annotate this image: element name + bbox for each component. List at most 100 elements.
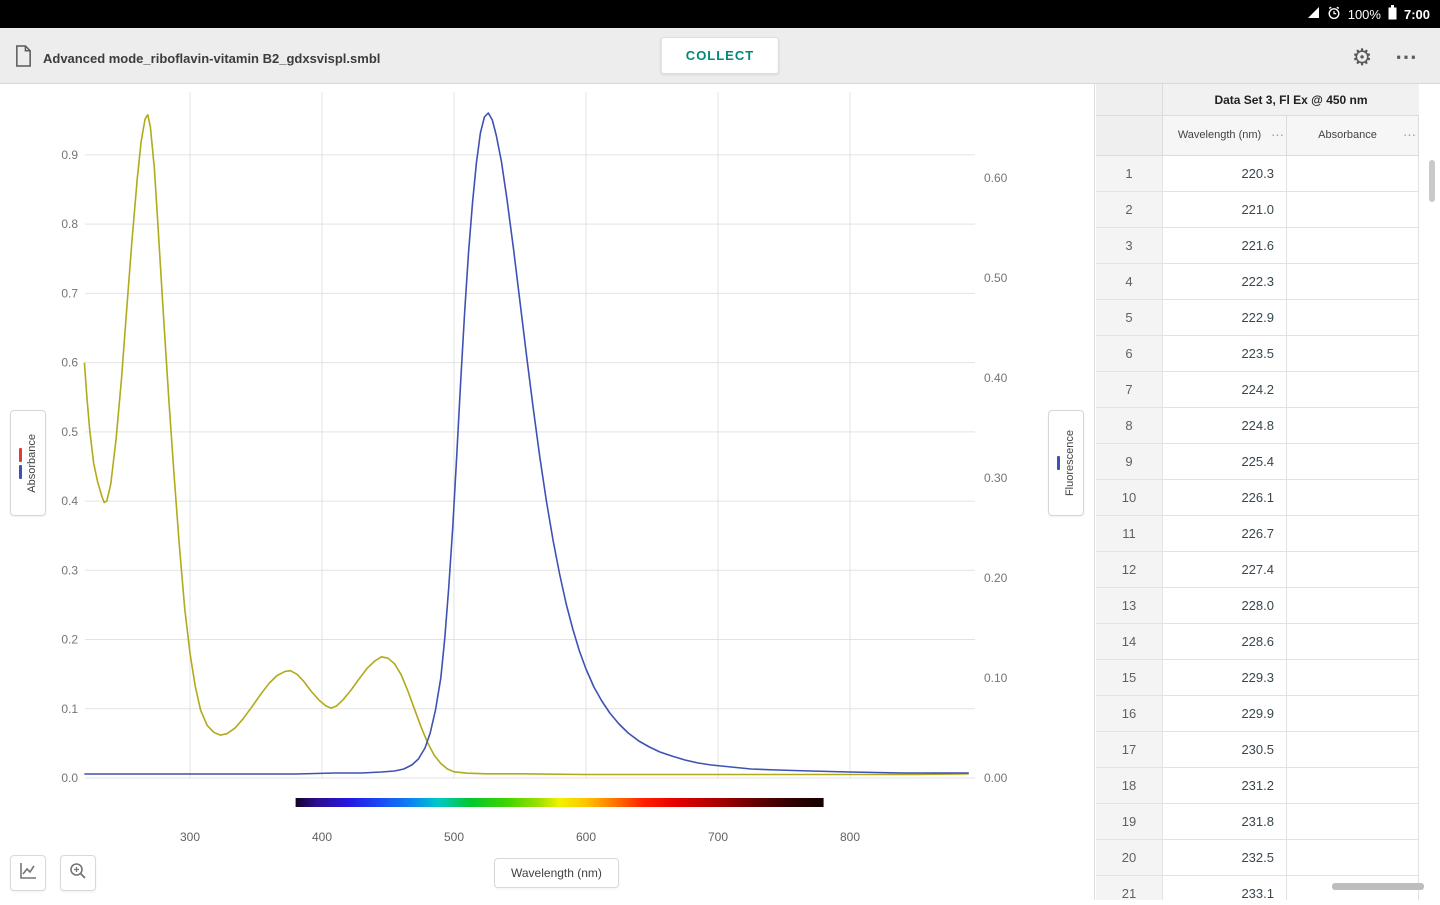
- gear-icon: ⚙: [1351, 43, 1373, 70]
- absorbance-cell[interactable]: [1287, 408, 1419, 444]
- wavelength-cell[interactable]: 221.6: [1163, 228, 1287, 264]
- row-number-cell: 4: [1096, 264, 1163, 300]
- absorbance-cell[interactable]: [1287, 480, 1419, 516]
- row-number-cell: 20: [1096, 840, 1163, 876]
- horizontal-scrollbar-thumb[interactable]: [1332, 883, 1424, 890]
- absorbance-cell[interactable]: [1287, 300, 1419, 336]
- wavelength-cell[interactable]: 222.9: [1163, 300, 1287, 336]
- row-number-cell: 7: [1096, 372, 1163, 408]
- table-row: 3 221.6: [1096, 228, 1440, 264]
- table-row: 16 229.9: [1096, 696, 1440, 732]
- wavelength-cell[interactable]: 228.6: [1163, 624, 1287, 660]
- absorbance-column-menu-icon[interactable]: ⋯: [1403, 127, 1416, 143]
- wavelength-cell[interactable]: 227.4: [1163, 552, 1287, 588]
- absorbance-cell[interactable]: [1287, 516, 1419, 552]
- collect-button[interactable]: COLLECT: [660, 37, 780, 74]
- wavelength-cell[interactable]: 220.3: [1163, 156, 1287, 192]
- absorbance-cell[interactable]: [1287, 552, 1419, 588]
- table-row: 4 222.3: [1096, 264, 1440, 300]
- absorbance-cell[interactable]: [1287, 768, 1419, 804]
- wavelength-cell[interactable]: 221.0: [1163, 192, 1287, 228]
- absorbance-cell[interactable]: [1287, 228, 1419, 264]
- svg-text:0.40: 0.40: [984, 371, 1008, 385]
- absorbance-column-label: Absorbance: [1318, 129, 1377, 142]
- clock-label: 7:00: [1403, 6, 1430, 22]
- absorbance-cell[interactable]: [1287, 156, 1419, 192]
- svg-text:300: 300: [180, 830, 200, 844]
- svg-text:0.3: 0.3: [61, 563, 78, 577]
- wavelength-cell[interactable]: 226.7: [1163, 516, 1287, 552]
- absorbance-cell[interactable]: [1287, 372, 1419, 408]
- wavelength-cell[interactable]: 228.0: [1163, 588, 1287, 624]
- graph-options-icon: [18, 861, 38, 886]
- absorbance-column-header[interactable]: Absorbance ⋯: [1287, 116, 1419, 156]
- absorbance-cell[interactable]: [1287, 264, 1419, 300]
- svg-text:0.4: 0.4: [61, 494, 78, 508]
- header-corner-cell: [1096, 116, 1163, 156]
- wavelength-cell[interactable]: 230.5: [1163, 732, 1287, 768]
- svg-text:0.8: 0.8: [61, 217, 78, 231]
- series-color-chip: [1056, 456, 1060, 470]
- svg-text:0.60: 0.60: [984, 171, 1008, 185]
- svg-text:0.5: 0.5: [61, 425, 78, 439]
- left-axis-button[interactable]: Absorbance: [10, 410, 46, 516]
- right-axis-button[interactable]: Fluorescence: [1048, 410, 1084, 516]
- absorbance-cell[interactable]: [1287, 840, 1419, 876]
- row-number-cell: 15: [1096, 660, 1163, 696]
- svg-text:600: 600: [576, 830, 596, 844]
- battery-icon: [1388, 5, 1397, 23]
- absorbance-cell[interactable]: [1287, 804, 1419, 840]
- left-axis-series-chips: [18, 447, 22, 479]
- svg-text:0.6: 0.6: [61, 356, 78, 370]
- wavelength-cell[interactable]: 231.2: [1163, 768, 1287, 804]
- data-set-title[interactable]: Data Set 3, Fl Ex @ 450 nm: [1163, 84, 1419, 116]
- table-row: 9 225.4: [1096, 444, 1440, 480]
- x-axis-label-button[interactable]: Wavelength (nm): [494, 858, 619, 888]
- absorbance-cell[interactable]: [1287, 696, 1419, 732]
- absorbance-cell[interactable]: [1287, 624, 1419, 660]
- wavelength-column-header[interactable]: Wavelength (nm) ⋯: [1163, 116, 1287, 156]
- vertical-scrollbar-thumb[interactable]: [1429, 160, 1435, 202]
- table-header-row: Wavelength (nm) ⋯ Absorbance ⋯: [1096, 116, 1440, 156]
- table-row: 19 231.8: [1096, 804, 1440, 840]
- series-color-chip: [18, 464, 22, 479]
- svg-text:0.1: 0.1: [61, 702, 78, 716]
- status-bar: 100% 7:00: [0, 0, 1440, 28]
- svg-text:0.50: 0.50: [984, 271, 1008, 285]
- file-info[interactable]: Advanced mode_riboflavin-vitamin B2_gdxs…: [14, 44, 380, 73]
- row-number-cell: 3: [1096, 228, 1163, 264]
- graph-options-button[interactable]: [10, 855, 46, 891]
- wavelength-cell[interactable]: 224.8: [1163, 408, 1287, 444]
- spectrum-chart-canvas[interactable]: 300 400 500 600 700 8000.00.10.20.30.40.50.60…: [0, 84, 1095, 900]
- left-axis-label: Absorbance: [25, 433, 38, 493]
- wavelength-column-menu-icon[interactable]: ⋯: [1271, 127, 1284, 143]
- table-row: 15 229.3: [1096, 660, 1440, 696]
- absorbance-cell[interactable]: [1287, 660, 1419, 696]
- wavelength-cell[interactable]: 232.5: [1163, 840, 1287, 876]
- app-toolbar: Advanced mode_riboflavin-vitamin B2_gdxs…: [0, 28, 1440, 84]
- zoom-autoscale-button[interactable]: [60, 855, 96, 891]
- wavelength-cell[interactable]: 223.5: [1163, 336, 1287, 372]
- svg-text:0.20: 0.20: [984, 571, 1008, 585]
- svg-text:0.10: 0.10: [984, 671, 1008, 685]
- svg-text:0.00: 0.00: [984, 771, 1008, 785]
- absorbance-cell[interactable]: [1287, 336, 1419, 372]
- wavelength-cell[interactable]: 225.4: [1163, 444, 1287, 480]
- settings-button[interactable]: ⚙: [1346, 41, 1378, 73]
- wavelength-cell[interactable]: 222.3: [1163, 264, 1287, 300]
- wavelength-cell[interactable]: 229.3: [1163, 660, 1287, 696]
- table-row: 5 222.9: [1096, 300, 1440, 336]
- row-number-cell: 8: [1096, 408, 1163, 444]
- row-number-cell: 10: [1096, 480, 1163, 516]
- wavelength-cell[interactable]: 226.1: [1163, 480, 1287, 516]
- overflow-menu-button[interactable]: ⋯: [1390, 41, 1422, 73]
- table-row: 17 230.5: [1096, 732, 1440, 768]
- absorbance-cell[interactable]: [1287, 444, 1419, 480]
- absorbance-cell[interactable]: [1287, 732, 1419, 768]
- wavelength-cell[interactable]: 231.8: [1163, 804, 1287, 840]
- absorbance-cell[interactable]: [1287, 588, 1419, 624]
- wavelength-cell[interactable]: 224.2: [1163, 372, 1287, 408]
- absorbance-cell[interactable]: [1287, 192, 1419, 228]
- wavelength-cell[interactable]: 233.1: [1163, 876, 1287, 900]
- wavelength-cell[interactable]: 229.9: [1163, 696, 1287, 732]
